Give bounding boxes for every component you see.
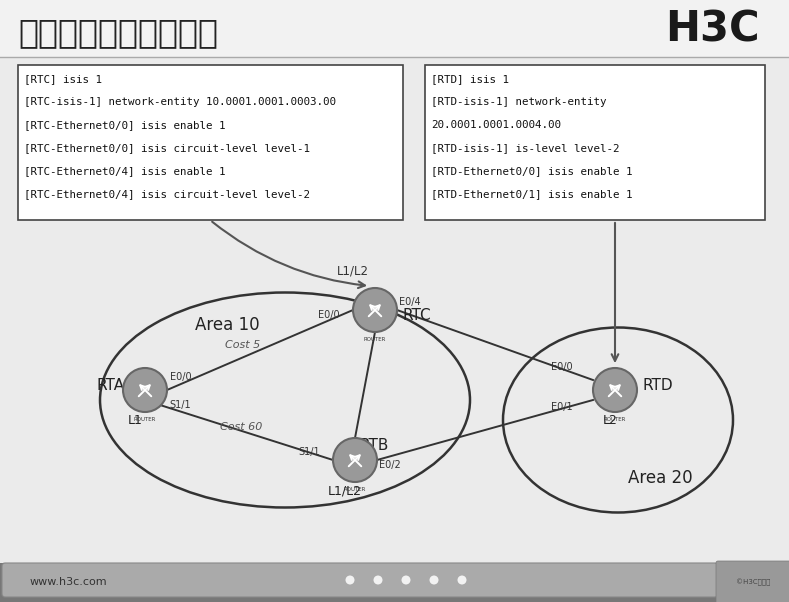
Text: S1/1: S1/1 bbox=[169, 400, 191, 410]
FancyBboxPatch shape bbox=[2, 563, 718, 597]
Circle shape bbox=[123, 368, 167, 412]
Text: [RTC-Ethernet0/4] isis enable 1: [RTC-Ethernet0/4] isis enable 1 bbox=[24, 166, 226, 176]
Circle shape bbox=[429, 576, 439, 585]
Text: H3C: H3C bbox=[665, 9, 760, 51]
Text: E0/2: E0/2 bbox=[379, 460, 401, 470]
Text: E0/1: E0/1 bbox=[551, 402, 573, 412]
FancyBboxPatch shape bbox=[716, 561, 789, 602]
Text: L1: L1 bbox=[128, 414, 143, 427]
Text: [RTD-isis-1] is-level level-2: [RTD-isis-1] is-level level-2 bbox=[431, 143, 619, 153]
Text: [RTD-Ethernet0/1] isis enable 1: [RTD-Ethernet0/1] isis enable 1 bbox=[431, 189, 633, 199]
Text: E0/4: E0/4 bbox=[399, 297, 421, 307]
Bar bbox=[425, 65, 765, 220]
Text: E0/0: E0/0 bbox=[170, 372, 192, 382]
Text: RTA: RTA bbox=[97, 377, 125, 393]
Text: [RTD] isis 1: [RTD] isis 1 bbox=[431, 74, 509, 84]
Text: [RTD-Ethernet0/0] isis enable 1: [RTD-Ethernet0/0] isis enable 1 bbox=[431, 166, 633, 176]
Text: www.h3c.com: www.h3c.com bbox=[30, 577, 107, 587]
Text: ROUTER: ROUTER bbox=[604, 417, 626, 422]
Circle shape bbox=[458, 576, 466, 585]
Text: RTD: RTD bbox=[643, 377, 674, 393]
Text: ROUTER: ROUTER bbox=[364, 337, 386, 342]
Text: [RTC-Ethernet0/0] isis circuit-level level-1: [RTC-Ethernet0/0] isis circuit-level lev… bbox=[24, 143, 310, 153]
Text: Area 10: Area 10 bbox=[195, 316, 260, 334]
Text: 多区域配置示例（续）: 多区域配置示例（续） bbox=[18, 16, 218, 49]
Text: E0/0: E0/0 bbox=[551, 362, 573, 372]
Circle shape bbox=[346, 576, 354, 585]
Circle shape bbox=[373, 576, 383, 585]
Text: 20.0001.0001.0004.00: 20.0001.0001.0004.00 bbox=[431, 120, 561, 130]
Bar bbox=[0, 563, 789, 602]
Circle shape bbox=[402, 576, 410, 585]
Text: L2: L2 bbox=[603, 414, 618, 427]
Text: RTB: RTB bbox=[360, 438, 390, 453]
Text: L1/L2: L1/L2 bbox=[337, 264, 369, 277]
Text: E0/0: E0/0 bbox=[318, 310, 339, 320]
Text: [RTC-Ethernet0/0] isis enable 1: [RTC-Ethernet0/0] isis enable 1 bbox=[24, 120, 226, 130]
Text: ROUTER: ROUTER bbox=[344, 487, 366, 492]
Circle shape bbox=[333, 438, 377, 482]
Text: [RTD-isis-1] network-entity: [RTD-isis-1] network-entity bbox=[431, 97, 607, 107]
Text: RTC: RTC bbox=[403, 308, 432, 323]
Text: [RTC] isis 1: [RTC] isis 1 bbox=[24, 74, 102, 84]
Text: [RTC-Ethernet0/4] isis circuit-level level-2: [RTC-Ethernet0/4] isis circuit-level lev… bbox=[24, 189, 310, 199]
Text: S1/1: S1/1 bbox=[298, 447, 320, 457]
Circle shape bbox=[593, 368, 637, 412]
Bar bbox=[18, 65, 403, 220]
Text: Cost 60: Cost 60 bbox=[220, 422, 263, 432]
Text: ROUTER: ROUTER bbox=[134, 417, 156, 422]
Circle shape bbox=[353, 288, 397, 332]
Text: ©H3C口语客: ©H3C口语客 bbox=[736, 579, 770, 586]
Text: L1/L2: L1/L2 bbox=[328, 484, 362, 497]
Text: Area 20: Area 20 bbox=[628, 469, 693, 487]
Text: Cost 5: Cost 5 bbox=[225, 340, 260, 350]
Bar bbox=[0, 0, 789, 58]
Text: [RTC-isis-1] network-entity 10.0001.0001.0003.00: [RTC-isis-1] network-entity 10.0001.0001… bbox=[24, 97, 336, 107]
